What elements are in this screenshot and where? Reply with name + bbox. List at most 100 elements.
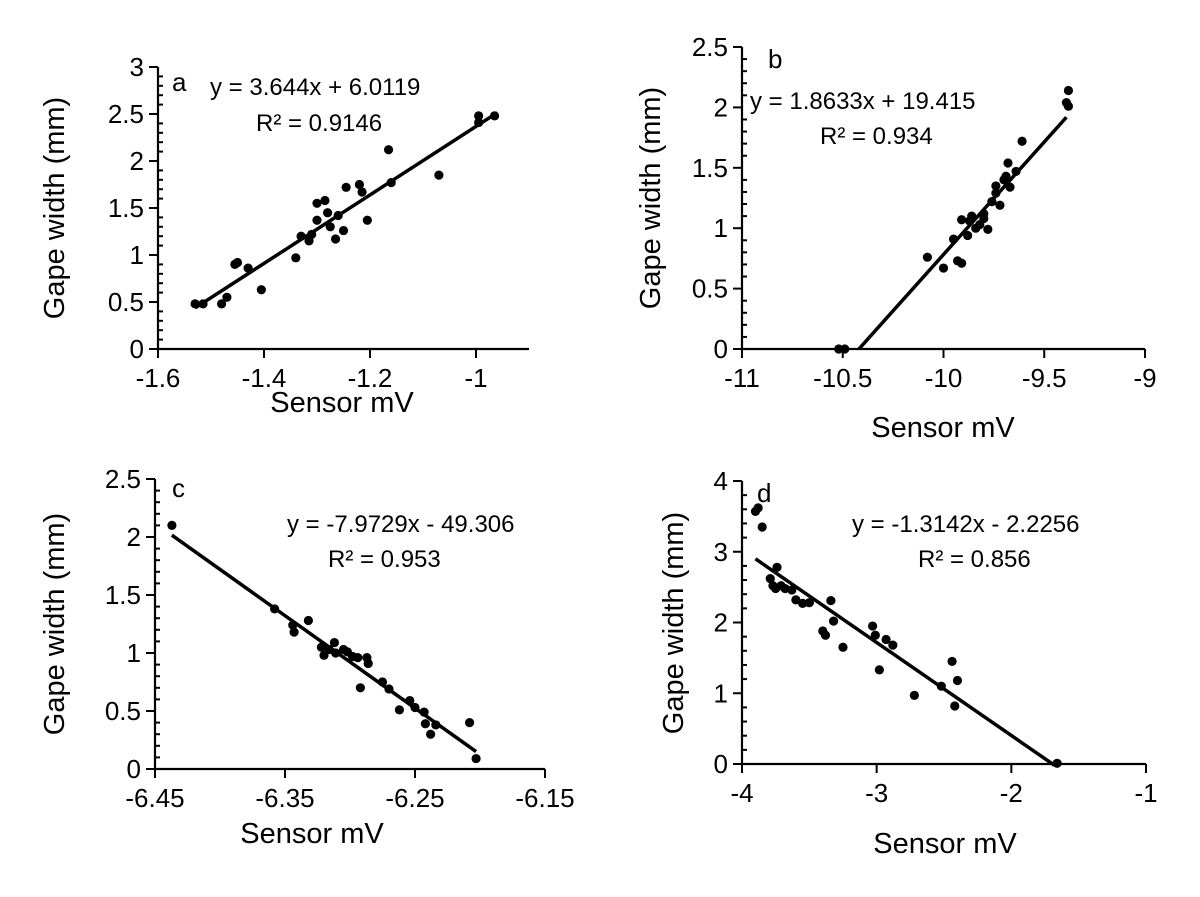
panel-b-data-point: [948, 234, 959, 244]
panel-d-data-point: [828, 616, 839, 626]
panel-b-x-tick-label: -11: [724, 363, 760, 393]
panel-a-data-point: [474, 111, 484, 121]
panel-a-data-point: [312, 215, 322, 225]
panel-a-data-point: [232, 257, 243, 268]
panel-a-data-point: [357, 187, 367, 197]
panel-a-equation: y = 3.644x + 6.0119: [210, 74, 420, 101]
panel-b-trendline: [857, 116, 1068, 351]
panel-c-data-point: [419, 707, 429, 717]
panel-c: 0 0.5 1 1.5 2 2.5 -6.45 -6.35 -6.25 -6.15 c y = -…: [39, 464, 575, 850]
panel-a-data-point: [362, 215, 372, 225]
panel-a-x-axis-title: Sensor mV: [270, 387, 414, 419]
panel-b-letter: b: [768, 44, 782, 74]
panel-a-data-point: [338, 225, 349, 236]
panel-c-x-tick-label: -6.15: [515, 783, 574, 813]
panel-a-x-tick-label: -1: [464, 363, 487, 393]
panel-d-data-points: [750, 503, 1062, 768]
panel-d-axes: 0 1 2 3 4 -4 -3 -2 -1: [714, 466, 1158, 808]
panel-b-x-tick-label: -10: [925, 363, 963, 393]
panel-a-trendline: [194, 111, 499, 310]
panel-a-data-point: [489, 111, 500, 121]
panel-d-data-point: [804, 598, 814, 608]
panel-a-data-point: [341, 182, 351, 192]
panel-c-x-axis-title: Sensor mV: [240, 818, 384, 850]
panel-a-data-point: [434, 170, 444, 180]
panel-d-data-point: [870, 630, 880, 640]
panel-b-data-point: [991, 181, 1001, 191]
panel-b-data-point: [938, 263, 949, 273]
panel-c-data-point: [465, 718, 475, 728]
panel-d-data-point: [868, 621, 878, 631]
panel-c-data-point: [289, 627, 299, 637]
panel-c-x-tick-label: -6.45: [125, 783, 184, 813]
panel-a-data-point: [217, 299, 227, 309]
panel-a-data-point: [307, 229, 317, 239]
panel-a-data-point: [386, 178, 396, 188]
panel-a-data-point: [222, 292, 232, 302]
panel-b-data-point: [1001, 171, 1011, 181]
panel-a-data-point: [291, 253, 301, 263]
panel-d-data-point: [838, 642, 848, 652]
panel-a-y-tick-label: 3: [130, 52, 144, 82]
panel-a-data-point: [198, 299, 208, 309]
panel-d-data-point: [1052, 758, 1062, 768]
panel-b-data-point: [957, 258, 967, 268]
panel-b-data-points: [834, 85, 1074, 354]
panel-c-data-point: [331, 648, 341, 658]
panel-a-data-point: [190, 299, 200, 309]
panel-d-x-axis-title: Sensor mV: [873, 828, 1017, 860]
panel-c-data-point: [426, 729, 436, 739]
panel-c-x-tick-label: -6.25: [385, 783, 444, 813]
panel-c-data-point: [394, 705, 404, 715]
panel-c-data-point: [355, 683, 365, 693]
panel-b-y-tick-label: 2.5: [692, 32, 728, 62]
panel-c-r2: R² = 0.953: [328, 546, 441, 573]
panel-c-data-point: [270, 604, 280, 614]
panel-b-data-point: [983, 224, 993, 235]
panel-c-data-point: [431, 720, 441, 730]
panel-b-y-axis-title: Gape width (mm): [635, 87, 667, 309]
panel-c-equation: y = -7.9729x - 49.306: [287, 511, 514, 538]
panel-c-y-tick-label: 2.5: [105, 464, 141, 494]
panel-b-x-tick-label: -10.5: [813, 363, 872, 393]
panel-d-data-point: [874, 665, 884, 675]
panel-c-data-point: [363, 658, 373, 669]
panel-d-data-point: [757, 522, 767, 532]
panel-d: 0 1 2 3 4 -4 -3 -2 -1 d y = -1.3142x - 2.2256 R²…: [658, 466, 1158, 860]
panel-a-data-point: [333, 210, 343, 221]
panel-d-trendline-line: [754, 557, 1056, 767]
panel-a-r2: R² = 0.9146: [256, 110, 382, 137]
panel-b-data-point: [840, 344, 850, 354]
panel-d-data-point: [952, 675, 963, 686]
panel-c-data-point: [420, 719, 430, 729]
panel-d-y-tick-label: 0: [714, 749, 728, 779]
panel-a-data-point: [320, 195, 330, 206]
panel-b-y-tick-label: 0: [714, 334, 728, 364]
panel-a-data-point: [383, 145, 394, 155]
panel-d-y-tick-label: 3: [714, 537, 728, 567]
panel-b: 0 0.5 1 1.5 2 2.5 -11 -10.5 -10 -9.5 -9 b y = 1.86…: [635, 32, 1157, 444]
panel-d-data-point: [791, 595, 801, 605]
panel-d-letter: d: [757, 478, 771, 508]
panel-b-data-point: [1005, 182, 1015, 192]
panel-d-x-tick-label: -4: [730, 778, 753, 808]
panel-b-data-point: [922, 252, 932, 262]
panel-b-data-point: [1063, 101, 1074, 111]
panel-b-data-point: [967, 211, 977, 221]
panel-d-data-point: [936, 681, 946, 691]
panel-a-x-tick-label: -1.2: [348, 363, 393, 393]
panel-c-axes: 0 0.5 1 1.5 2 2.5 -6.45 -6.35 -6.25 -6.15: [105, 464, 575, 813]
panel-d-data-point: [881, 634, 891, 645]
panel-a-data-point: [325, 222, 335, 232]
panel-a-y-tick-label: 1.5: [108, 193, 144, 223]
panel-b-y-tick-label: 1.5: [692, 153, 728, 183]
panel-b-data-point: [1017, 136, 1027, 146]
panel-b-trendline-line: [857, 116, 1068, 351]
panel-c-data-point: [353, 653, 363, 663]
panel-b-axes: 0 0.5 1 1.5 2 2.5 -11 -10.5 -10 -9.5 -9: [692, 32, 1157, 393]
panel-c-y-axis-title: Gape width (mm): [39, 513, 71, 735]
panel-d-x-tick-label: -2: [1000, 778, 1023, 808]
panel-d-x-tick-label: -1: [1134, 778, 1157, 808]
panel-c-data-point: [405, 695, 415, 706]
panel-c-y-tick-label: 1: [127, 638, 141, 668]
